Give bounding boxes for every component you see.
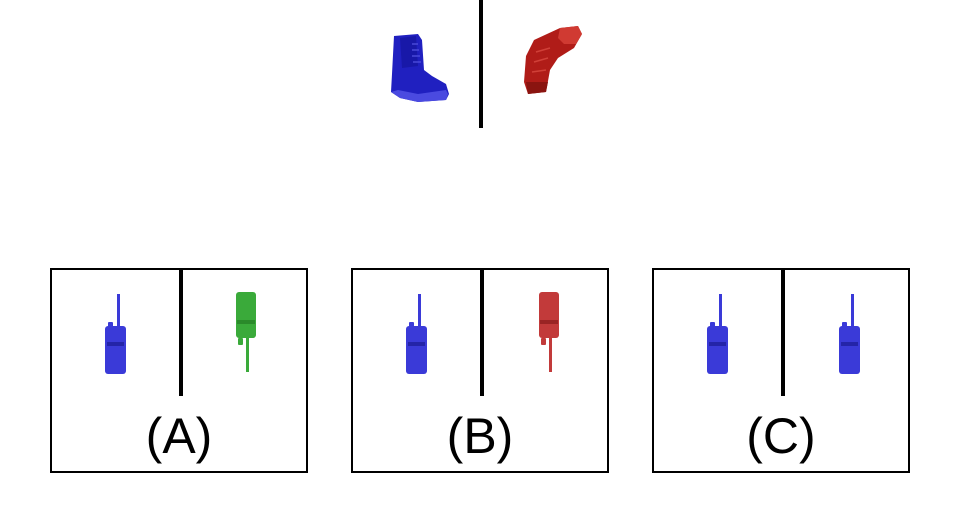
prompt-pair [380,0,590,130]
walkie-talkie-icon [105,294,126,374]
option-a-label: (A) [145,408,213,464]
option-b-box[interactable]: (B) [351,268,609,473]
boot-icon [391,34,449,102]
option-a-divider [179,270,183,396]
option-b-label: (B) [446,408,514,464]
walkie-talkie-icon [406,294,427,374]
walkie-talkie-rotated-icon [539,292,559,372]
option-c-label: (C) [746,408,816,464]
walkie-talkie-icon [707,294,728,374]
option-c-box[interactable]: (C) [652,268,910,473]
walkie-talkie-rotated-icon [236,292,256,372]
walkie-talkie-icon [839,294,860,374]
option-b-divider [480,270,484,396]
prompt-divider [479,0,483,128]
boot-sole-icon [524,26,582,94]
option-a-box[interactable]: (A) [50,268,308,473]
option-c-divider [781,270,785,396]
